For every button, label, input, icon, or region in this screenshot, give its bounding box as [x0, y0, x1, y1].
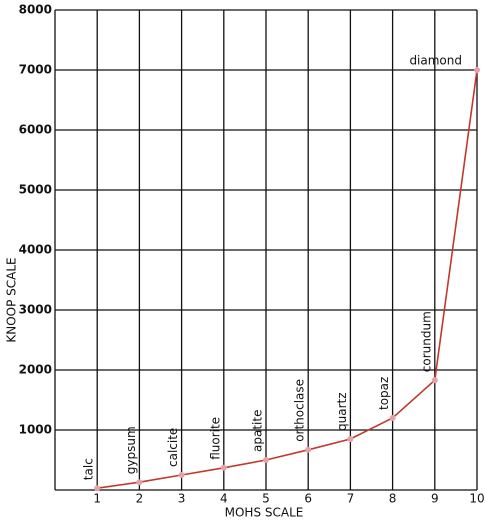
point-label: corundum	[419, 311, 433, 372]
line	[97, 69, 478, 489]
point	[136, 479, 143, 486]
y-tick-label: 4000	[19, 243, 52, 257]
x-tick-label: 2	[136, 492, 144, 506]
x-tick-label: 7	[347, 492, 355, 506]
point-label: fluorite	[208, 417, 222, 460]
point-label: diamond	[409, 54, 462, 68]
point-label: gypsum	[124, 426, 138, 474]
x-axis-label: MOHS SCALE	[225, 506, 304, 520]
point	[474, 67, 480, 73]
point	[389, 415, 396, 421]
y-tick-label: 6000	[19, 123, 52, 137]
x-tick-label: 6	[304, 492, 312, 506]
point	[305, 446, 312, 453]
y-tick-label: 8000	[19, 3, 52, 17]
y-tick-label: 3000	[19, 303, 52, 317]
y-tick-label: 5000	[19, 183, 52, 197]
point-label: quartz	[335, 392, 349, 431]
point-label: calcite	[166, 428, 180, 467]
point	[347, 436, 354, 442]
point	[431, 377, 438, 384]
point	[94, 485, 101, 492]
x-tick-label: 9	[431, 492, 439, 506]
x-tick-label: 5	[262, 492, 270, 506]
y-tick-label: 2000	[19, 363, 52, 377]
point	[220, 464, 227, 471]
point-label: orthoclase	[293, 379, 307, 442]
point-label: talc	[82, 458, 96, 480]
x-tick-label: 8	[389, 492, 397, 506]
point-label: apatite	[251, 410, 265, 452]
y-axis-label: KNOOP SCALE	[5, 257, 19, 342]
point	[178, 472, 185, 478]
point-label: topaz	[377, 377, 391, 410]
point	[263, 457, 269, 463]
x-tick-label: 1	[93, 492, 101, 506]
x-tick-label: 4	[220, 492, 228, 506]
x-tick-label: 3	[178, 492, 186, 506]
y-tick-label: 7000	[19, 63, 52, 77]
x-tick-label: 10	[469, 492, 484, 506]
y-tick-label: 1000	[19, 423, 52, 437]
